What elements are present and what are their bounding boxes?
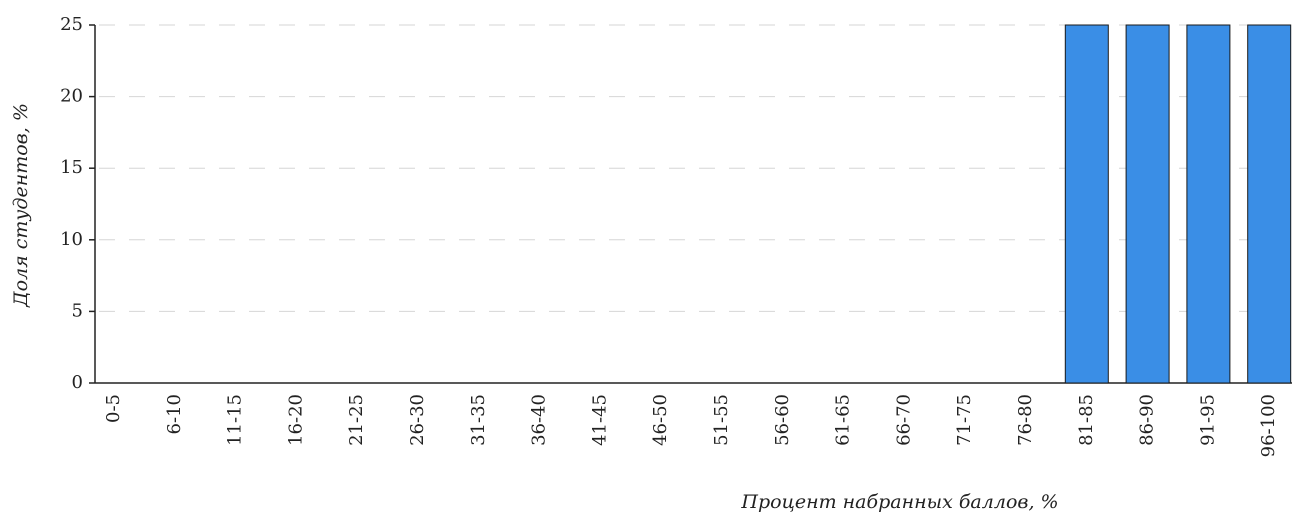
x-tick-label: 81-85: [1076, 394, 1097, 446]
x-tick-label: 96-100: [1258, 394, 1279, 457]
x-axis-label: Процент набранных баллов, %: [740, 491, 1058, 513]
bar: [1186, 24, 1231, 384]
x-tick-label: 41-45: [589, 394, 610, 446]
y-tick-label: 25: [60, 14, 83, 35]
x-tick-label: 46-50: [650, 394, 671, 446]
x-tick-label: 21-25: [346, 394, 367, 446]
y-tick-label: 15: [60, 157, 83, 178]
x-tick-label: 51-55: [711, 394, 732, 446]
y-axis-label: Доля студентов, %: [10, 103, 32, 308]
x-tick-label: 36-40: [529, 394, 550, 446]
x-tick-label: 91-95: [1197, 394, 1218, 446]
y-tick-label: 0: [72, 372, 83, 393]
x-tick-label: 11-15: [225, 394, 246, 446]
bar: [1125, 24, 1170, 384]
bar: [1247, 24, 1292, 384]
x-tick-label: 71-75: [954, 394, 975, 446]
x-tick-label: 56-60: [772, 394, 793, 446]
x-tick-label: 61-65: [833, 394, 854, 446]
y-tick-label: 5: [72, 300, 83, 321]
x-tick-label: 26-30: [407, 394, 428, 446]
x-tick-label: 6-10: [164, 394, 185, 434]
y-tick-label: 20: [60, 86, 83, 107]
x-tick-label: 16-20: [285, 394, 306, 446]
bar: [1064, 24, 1109, 384]
x-tick-label: 76-80: [1015, 394, 1036, 446]
x-tick-label: 31-35: [468, 394, 489, 446]
x-tick-label: 66-70: [893, 394, 914, 446]
x-tick-label: 0-5: [103, 394, 124, 423]
x-tick-label: 86-90: [1137, 394, 1158, 446]
y-tick-label: 10: [60, 229, 83, 250]
